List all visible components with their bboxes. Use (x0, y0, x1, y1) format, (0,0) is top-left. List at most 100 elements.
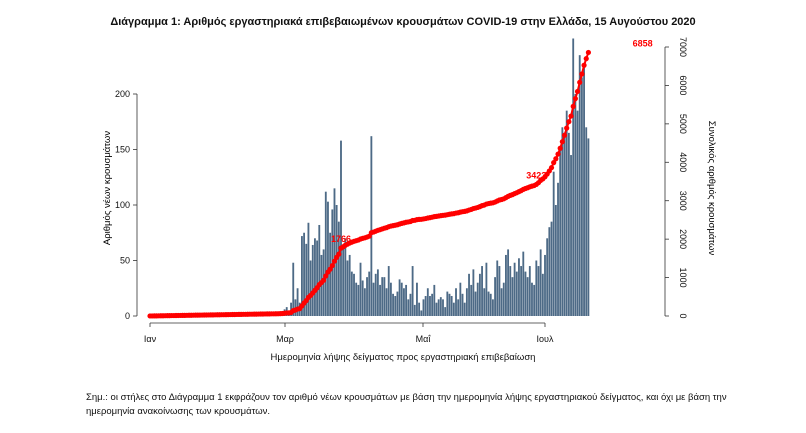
bar (524, 271, 527, 316)
bar (557, 182, 559, 316)
chart-axes: 0501001502000100020003000400050006000700… (115, 37, 688, 344)
bar (431, 293, 434, 316)
new-cases-bars (149, 38, 590, 317)
bar (372, 282, 375, 316)
chart-plot: 0501001502000100020003000400050006000700… (102, 37, 717, 344)
bar (342, 246, 345, 316)
bar (461, 293, 464, 316)
bar (418, 302, 421, 316)
x-tick-label: Μαΐ (416, 334, 432, 344)
bar (370, 136, 373, 316)
bar (379, 284, 381, 316)
y-left-tick-label: 0 (125, 311, 130, 321)
bar (392, 293, 394, 316)
bar (446, 291, 449, 316)
bar (465, 288, 468, 316)
bar (450, 296, 453, 316)
cumulative-label: 3423 (526, 170, 546, 180)
bar (346, 260, 349, 316)
bar (563, 132, 566, 316)
bar (303, 232, 306, 316)
bar (483, 288, 486, 316)
cumulative-label: 1766 (331, 234, 351, 244)
y-left-tick-label: 200 (115, 89, 130, 99)
bar (309, 260, 312, 316)
y-right-tick-label: 3000 (678, 191, 688, 211)
bar (368, 271, 371, 316)
bar (448, 293, 451, 316)
bar (481, 266, 483, 316)
bar (546, 238, 549, 316)
bar (515, 271, 518, 316)
bar (385, 288, 388, 316)
bar (552, 171, 555, 316)
bar (389, 282, 392, 316)
bar (329, 232, 332, 316)
bar (442, 299, 444, 316)
bar (580, 77, 583, 316)
bar (491, 299, 494, 316)
y-right-tick-label: 1000 (678, 268, 688, 288)
bar (570, 155, 572, 316)
chart-title: Διάγραμμα 1: Αριθμός εργαστηριακά επιβεβ… (110, 16, 696, 28)
bar (509, 266, 512, 316)
x-tick-label: Ιαν (144, 334, 157, 344)
bar (537, 266, 540, 316)
bar (457, 299, 460, 316)
bar (413, 304, 416, 316)
bar (398, 279, 401, 316)
bar (348, 254, 351, 316)
bar (444, 307, 447, 316)
bar (353, 273, 355, 316)
bar (548, 227, 551, 316)
bar (498, 266, 501, 316)
y-axis-right-label: Συνολικός αριθμός κρουσμάτων (706, 121, 717, 256)
bar (359, 262, 362, 316)
bar (429, 296, 431, 316)
bar (505, 254, 507, 316)
bar (513, 262, 516, 316)
bar (496, 260, 499, 316)
y-axis-left-label: Αριθμός νέων κρουσμάτων (102, 131, 113, 245)
bar (327, 201, 329, 316)
bar (572, 38, 575, 316)
bar (472, 269, 475, 316)
bar (366, 277, 368, 316)
bar (411, 266, 414, 316)
y-right-tick-label: 2000 (678, 229, 688, 249)
bar (452, 302, 455, 316)
bar (474, 291, 477, 316)
bar (576, 110, 579, 317)
bar (387, 266, 390, 316)
bar (554, 205, 557, 316)
bar (324, 191, 327, 316)
cumulative-label: 6858 (633, 38, 653, 48)
bar (507, 249, 510, 316)
y-left-tick-label: 50 (120, 256, 130, 266)
bar (550, 221, 553, 316)
bar (500, 288, 503, 316)
bar (403, 288, 405, 316)
bar (531, 282, 533, 316)
bar (340, 140, 342, 316)
bar (583, 66, 585, 316)
bar (533, 284, 536, 316)
bar (463, 302, 466, 316)
bar (383, 277, 386, 316)
cumulative-path (149, 52, 590, 317)
cumulative-labels: 1766 3423 6858 (331, 38, 653, 244)
footnote: Σημ.: οι στήλες στο Διάγραμμα 1 εκφράζου… (86, 392, 727, 417)
bar (422, 299, 425, 316)
bar (314, 238, 316, 316)
bar (520, 266, 523, 316)
bar (567, 132, 570, 316)
bar (585, 127, 588, 316)
bar (318, 224, 321, 316)
bar (539, 249, 542, 316)
x-tick-label: Μαρ (276, 334, 294, 344)
bar (541, 273, 544, 316)
bar (470, 284, 473, 316)
bar (435, 302, 438, 316)
bar (518, 258, 520, 316)
bar (307, 222, 310, 316)
